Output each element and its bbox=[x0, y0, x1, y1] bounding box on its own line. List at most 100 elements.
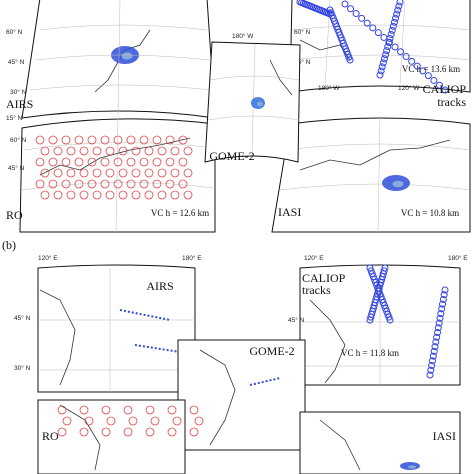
panel-title: tracks bbox=[302, 283, 331, 297]
track-footprint bbox=[382, 51, 390, 59]
track-footprint bbox=[391, 43, 399, 51]
track-footprint bbox=[441, 86, 449, 94]
axis-label: 120° E bbox=[304, 254, 324, 262]
occultation bbox=[40, 146, 50, 156]
observation-core bbox=[257, 101, 263, 107]
panel-title: RO bbox=[42, 429, 59, 443]
track-footprint bbox=[432, 338, 440, 346]
occultation bbox=[87, 135, 97, 145]
map-panel: IASI VC h = 10.8 km bbox=[271, 115, 471, 233]
occultation bbox=[113, 135, 123, 145]
panel-title: tracks bbox=[437, 95, 466, 109]
occultation bbox=[152, 157, 162, 167]
graticule bbox=[300, 268, 460, 385]
axis-label: 180° W bbox=[232, 32, 254, 40]
axis-label: 15° N bbox=[6, 114, 23, 122]
occultation bbox=[74, 135, 84, 145]
track-footprint bbox=[366, 316, 374, 324]
graticule bbox=[290, 0, 471, 89]
track-footprint bbox=[413, 62, 421, 70]
occultation bbox=[66, 168, 76, 178]
section-label: (b) bbox=[2, 238, 16, 252]
occultation bbox=[152, 135, 162, 145]
occultation bbox=[183, 190, 193, 200]
panel-title: IASI bbox=[433, 429, 456, 443]
axis-label: 30° N bbox=[14, 364, 31, 372]
axis-label: 180° E bbox=[448, 254, 468, 262]
occultation bbox=[128, 416, 138, 426]
track-footprint bbox=[419, 67, 427, 75]
occultation bbox=[101, 427, 111, 437]
occultation bbox=[53, 146, 63, 156]
occultation bbox=[167, 427, 177, 437]
track-footprint bbox=[438, 305, 446, 313]
occultation bbox=[150, 416, 160, 426]
track-footprint bbox=[397, 48, 405, 56]
occultation bbox=[35, 179, 45, 189]
occultation bbox=[105, 146, 115, 156]
track-footprint bbox=[352, 10, 360, 18]
track-footprint bbox=[384, 43, 392, 51]
axis-label: 180° E bbox=[182, 254, 202, 262]
occultation bbox=[139, 179, 149, 189]
occultation bbox=[79, 427, 89, 437]
track-footprint bbox=[346, 56, 354, 64]
track-footprint bbox=[424, 72, 432, 80]
track-footprint bbox=[431, 343, 439, 351]
track-footprint bbox=[436, 314, 444, 322]
occultation bbox=[74, 179, 84, 189]
occultation bbox=[189, 427, 199, 437]
track-footprint bbox=[430, 347, 438, 355]
track-footprint bbox=[358, 14, 366, 22]
occultation bbox=[100, 179, 110, 189]
occultation bbox=[79, 168, 89, 178]
occultation bbox=[131, 190, 141, 200]
occultation bbox=[92, 146, 102, 156]
observation-dash bbox=[249, 377, 281, 386]
track-footprint bbox=[386, 316, 394, 324]
occultation bbox=[126, 157, 136, 167]
occultation bbox=[48, 135, 58, 145]
track-footprint bbox=[380, 55, 388, 63]
coastline bbox=[299, 139, 451, 171]
occultation bbox=[165, 157, 175, 167]
panel-note: VC h = 11.8 km bbox=[341, 348, 399, 358]
occultation bbox=[61, 135, 71, 145]
occultation bbox=[139, 157, 149, 167]
track-footprint bbox=[386, 35, 394, 42]
track-footprint bbox=[427, 366, 435, 374]
axis-label: 45° N bbox=[14, 314, 31, 322]
coastline bbox=[309, 299, 346, 384]
occultation bbox=[144, 168, 154, 178]
map-panel: 15° N 60° N 45° N RO VC h = 12.6 km bbox=[6, 114, 216, 233]
occultation bbox=[35, 157, 45, 167]
axis-label: 45° N bbox=[8, 164, 25, 172]
axis-label: 180° W bbox=[318, 84, 340, 92]
axis-label: 60° N bbox=[6, 28, 23, 36]
occultation bbox=[40, 168, 50, 178]
track-footprint bbox=[378, 63, 386, 71]
map-frame bbox=[37, 264, 196, 393]
occultation bbox=[157, 190, 167, 200]
occultation bbox=[53, 190, 63, 200]
occultation bbox=[178, 135, 188, 145]
track-footprint bbox=[394, 6, 402, 14]
track-footprint bbox=[439, 295, 447, 303]
track-footprint bbox=[390, 18, 398, 26]
track-footprint bbox=[430, 76, 438, 84]
observation-dash bbox=[134, 344, 181, 353]
axis-label: 60° N bbox=[294, 28, 311, 36]
track-footprint bbox=[341, 0, 349, 8]
occultation bbox=[66, 190, 76, 200]
track-footprint bbox=[395, 2, 403, 10]
occultation bbox=[170, 168, 180, 178]
occultation bbox=[123, 405, 133, 415]
track-footprint bbox=[393, 10, 401, 18]
occultation bbox=[87, 157, 97, 167]
track-footprint bbox=[428, 362, 436, 370]
axis-label: 120° W bbox=[398, 84, 420, 92]
occultation bbox=[139, 135, 149, 145]
